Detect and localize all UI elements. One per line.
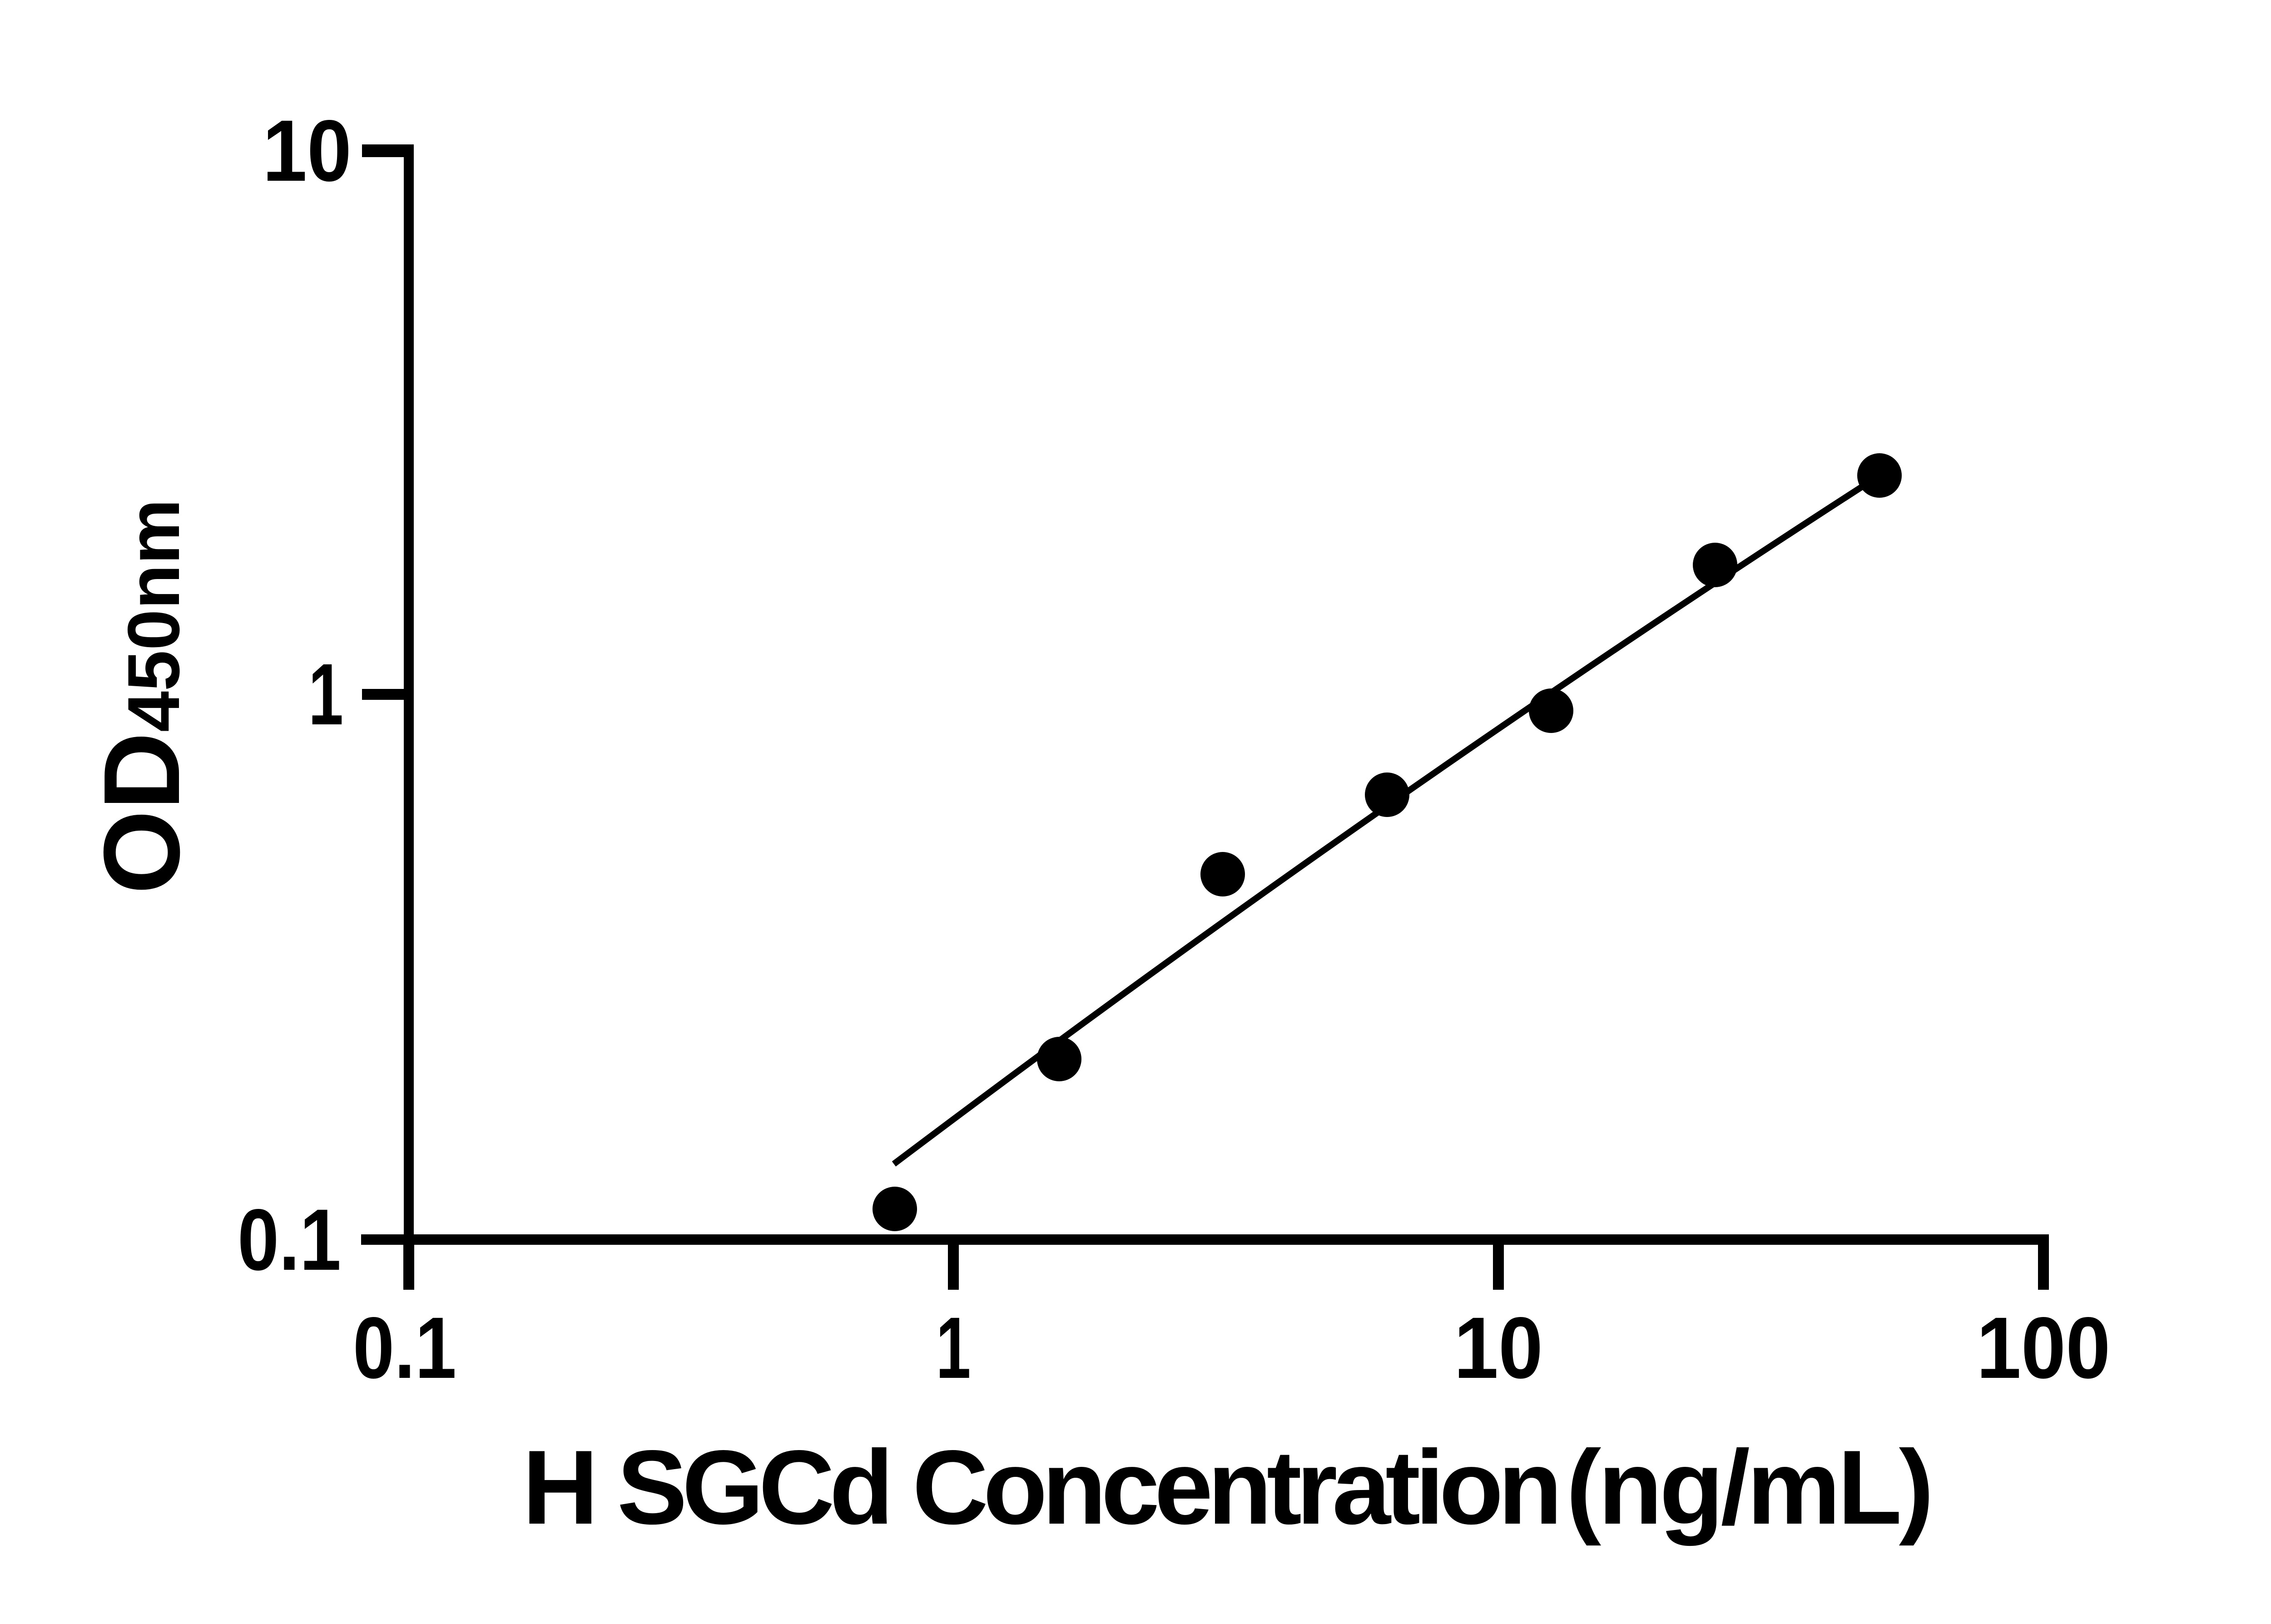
svg-text:0.1: 0.1 (353, 1299, 456, 1396)
svg-text:100: 100 (1977, 1299, 2111, 1396)
svg-text:1: 1 (308, 645, 343, 743)
svg-text:1: 1 (936, 1299, 971, 1396)
svg-text:10: 10 (1454, 1299, 1543, 1396)
svg-text:10: 10 (263, 102, 352, 199)
svg-text:H SGCd Concentration(ng/mL): H SGCd Concentration(ng/mL) (522, 1429, 1934, 1546)
svg-text:0.1: 0.1 (238, 1191, 341, 1288)
